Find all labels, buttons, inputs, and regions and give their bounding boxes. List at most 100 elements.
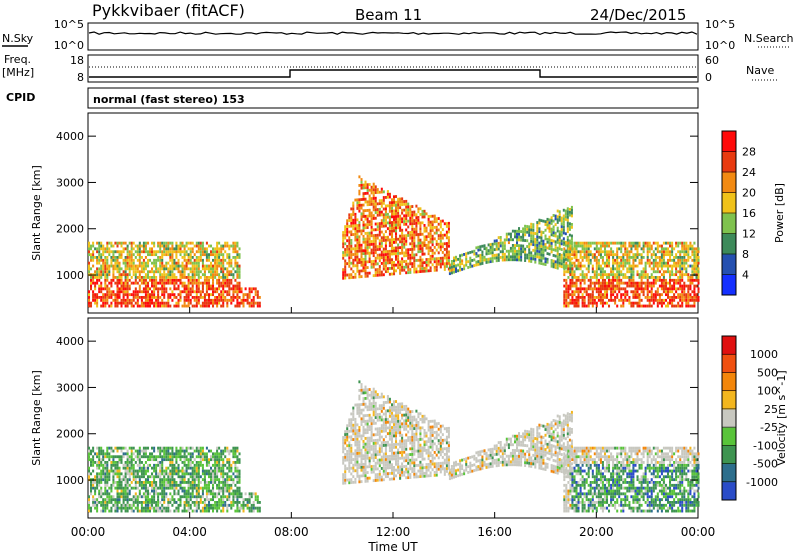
power-echo-cell [112, 293, 115, 297]
velocity-echo-cell [183, 492, 186, 496]
velocity-echo-cell [136, 475, 139, 479]
power-echo-cell [362, 240, 365, 244]
power-echo-cell [226, 267, 229, 271]
power-echo-cell [370, 217, 373, 221]
velocity-echo-cell [90, 483, 93, 487]
power-echo-cell [644, 261, 647, 265]
power-echo-cell [181, 290, 184, 294]
power-echo-cell [622, 281, 625, 285]
velocity-echo-cell [191, 483, 194, 487]
power-echo-cell [461, 259, 464, 263]
power-echo-cell [673, 258, 676, 262]
power-echo-cell [128, 301, 131, 305]
power-echo-cell [96, 304, 99, 308]
power-echo-cell [505, 249, 508, 253]
velocity-echo-cell [187, 506, 190, 510]
power-echo-cell [579, 244, 582, 248]
power-echo-cell [342, 256, 345, 260]
power-echo-cell [370, 231, 373, 235]
power-echo-cell [407, 234, 410, 237]
power-echo-cell [171, 281, 174, 285]
power-echo-cell [546, 220, 549, 224]
power-echo-cell [640, 304, 643, 308]
power-echo-cell [669, 298, 672, 302]
power-echo-cell [161, 278, 164, 282]
power-echo-cell [479, 256, 482, 260]
velocity-echo-cell [122, 486, 125, 490]
power-echo-cell [538, 235, 541, 239]
velocity-echo-cell [100, 501, 103, 504]
power-echo-cell [566, 238, 569, 242]
velocity-echo-cell [144, 489, 147, 493]
velocity-echo-cell [203, 469, 206, 473]
velocity-echo-cell [147, 506, 150, 510]
power-echo-cell [236, 256, 239, 259]
power-echo-cell [399, 200, 402, 204]
power-echo-cell [650, 298, 653, 302]
power-echo-cell [618, 281, 621, 285]
power-echo-cell [108, 253, 111, 257]
power-echo-cell [366, 271, 369, 275]
power-echo-cell [124, 264, 127, 268]
power-echo-cell [660, 281, 663, 285]
velocity-echo-cell [118, 495, 121, 499]
power-echo-cell [358, 204, 361, 207]
power-echo-cell [348, 213, 351, 217]
power-echo-cell [167, 301, 170, 305]
power-echo-cell [189, 278, 192, 282]
power-echo-cell [575, 296, 578, 299]
power-echo-cell [236, 267, 239, 271]
power-echo-cell [624, 290, 627, 294]
velocity-echo-cell [189, 455, 192, 459]
velocity-echo-cell [163, 498, 166, 502]
power-echo-cell [372, 202, 375, 206]
power-echo-cell [155, 284, 158, 288]
power-echo-cell [562, 240, 565, 244]
power-echo-cell [138, 304, 141, 308]
date-title: 24/Dec/2015 [590, 6, 686, 24]
power-echo-cell [695, 298, 698, 302]
power-echo-cell [614, 290, 617, 294]
power-echo-cell [675, 281, 678, 285]
power-echo-cell [362, 266, 365, 270]
power-echo-cell [376, 202, 379, 206]
power-echo-cell [677, 258, 680, 262]
power-echo-cell [246, 293, 249, 297]
power-echo-cell [534, 243, 537, 247]
power-echo-cell [112, 250, 115, 254]
power-echo-cell [612, 253, 615, 257]
power-echo-cell [181, 270, 184, 274]
power-echo-cell [528, 245, 531, 249]
power-echo-cell [587, 258, 590, 262]
power-echo-cell [161, 284, 164, 288]
power-echo-cell [350, 250, 353, 254]
velocity-echo-cell [185, 503, 188, 507]
power-echo-cell [393, 229, 396, 233]
velocity-echo-cell [124, 466, 127, 470]
power-echo-cell [656, 241, 659, 245]
power-echo-cell [167, 253, 170, 257]
power-echo-cell [153, 293, 156, 297]
power-echo-cell [652, 278, 655, 282]
velocity-echo-cell [183, 503, 186, 507]
power-echo-cell [579, 261, 582, 265]
power-echo-cell [565, 296, 568, 299]
velocity-echo-cell [112, 498, 115, 502]
power-echo-cell [689, 241, 692, 245]
velocity-echo-cell [136, 449, 139, 453]
velocity-echo-cell [187, 461, 190, 464]
power-echo-cell [114, 281, 117, 285]
power-echo-cell [503, 255, 506, 259]
power-echo-cell [516, 244, 519, 247]
power-echo-cell [391, 221, 394, 224]
velocity-echo-cell [120, 446, 123, 450]
power-echo-cell [683, 264, 686, 268]
freq-left-label-line2: [MHz] [2, 66, 34, 79]
velocity-echo-cell [163, 478, 166, 482]
power-echo-cell [577, 276, 580, 279]
power-echo-cell [487, 257, 490, 261]
power-echo-cell [620, 244, 623, 248]
power-echo-cell [413, 236, 416, 240]
power-echo-cell [350, 224, 353, 228]
power-echo-cell [175, 241, 178, 245]
